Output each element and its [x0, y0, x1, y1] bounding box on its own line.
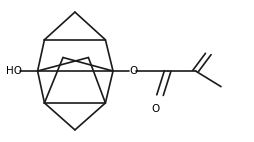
Text: O: O [130, 66, 138, 76]
Text: O: O [152, 104, 160, 114]
Text: HO: HO [6, 66, 22, 76]
